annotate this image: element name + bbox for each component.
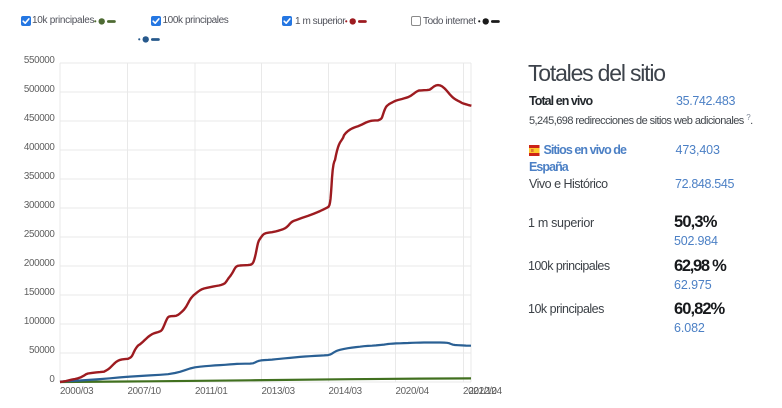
svg-text:2011/01: 2011/01 bbox=[195, 386, 228, 397]
svg-text:2022/04: 2022/04 bbox=[469, 386, 503, 397]
svg-text:2007/10: 2007/10 bbox=[128, 386, 162, 397]
svg-text:2021/12: 2021/12 bbox=[463, 386, 496, 397]
svg-text:550000: 550000 bbox=[24, 55, 55, 66]
svg-text:0: 0 bbox=[49, 374, 55, 385]
svg-text:400000: 400000 bbox=[24, 142, 55, 153]
svg-text:2013/03: 2013/03 bbox=[262, 386, 296, 397]
svg-text:50000: 50000 bbox=[29, 345, 55, 356]
svg-text:250000: 250000 bbox=[24, 229, 55, 240]
svg-text:350000: 350000 bbox=[24, 171, 55, 182]
svg-text:100000: 100000 bbox=[24, 316, 55, 327]
svg-text:2014/03: 2014/03 bbox=[329, 386, 363, 397]
svg-text:2000/03: 2000/03 bbox=[60, 386, 94, 397]
svg-text:200000: 200000 bbox=[24, 258, 55, 269]
svg-text:2020/04: 2020/04 bbox=[396, 386, 430, 397]
svg-text:150000: 150000 bbox=[24, 287, 55, 298]
svg-text:500000: 500000 bbox=[24, 84, 55, 95]
svg-text:300000: 300000 bbox=[24, 200, 55, 211]
svg-text:450000: 450000 bbox=[24, 113, 55, 124]
